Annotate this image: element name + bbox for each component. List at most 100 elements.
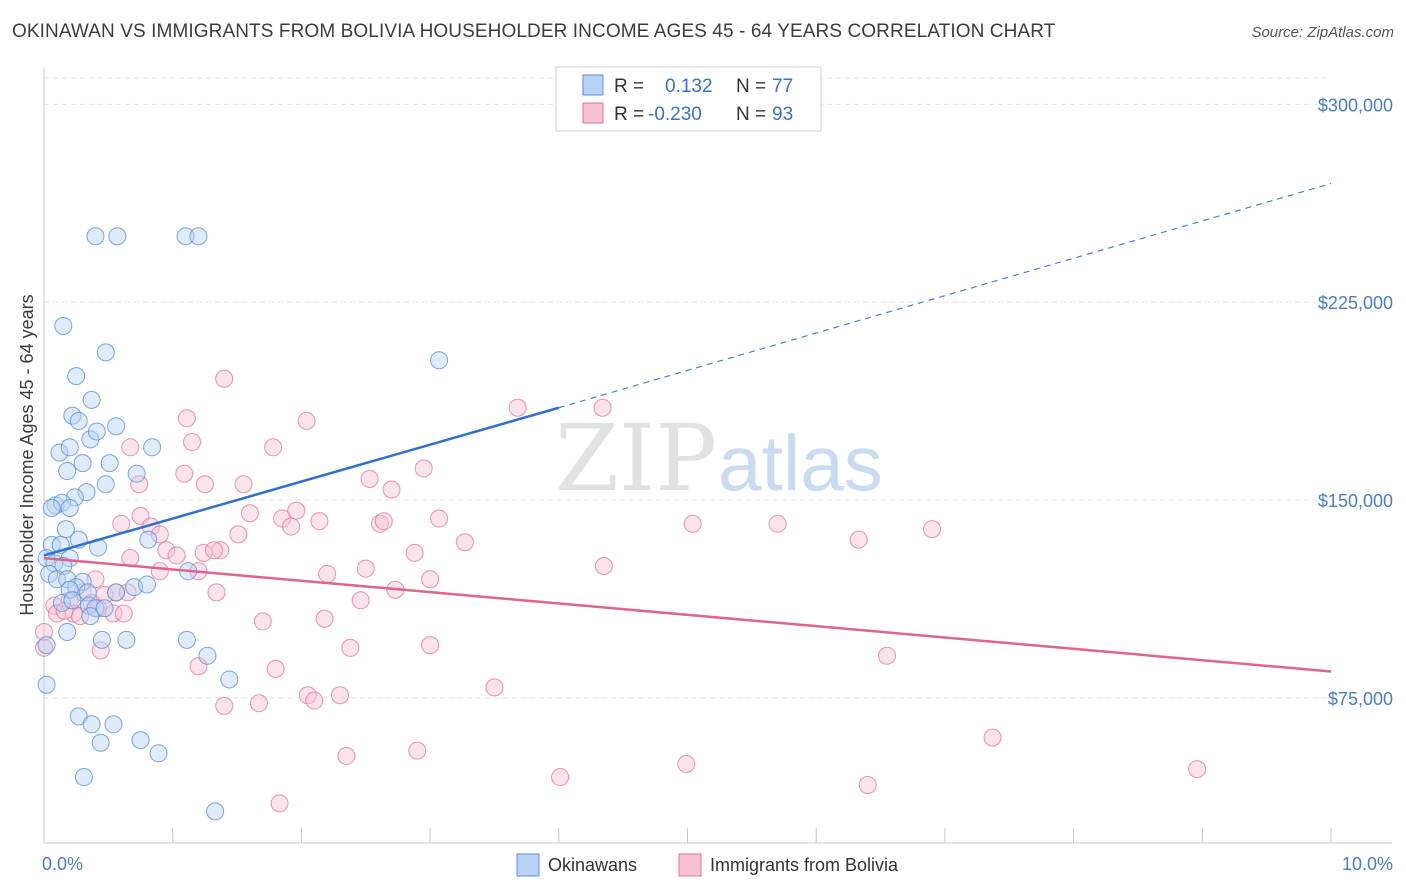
bottom-swatch-okinawans bbox=[516, 853, 540, 877]
y-axis-label: Householder Income Ages 45 - 64 years bbox=[17, 294, 37, 615]
legend-n-value-1: 77 bbox=[772, 76, 793, 97]
okinawan-point bbox=[86, 227, 105, 246]
bolivia-point bbox=[215, 696, 234, 715]
bolivia-point bbox=[351, 591, 370, 610]
okinawan-point bbox=[176, 227, 195, 246]
x-tick-label: 0.0% bbox=[42, 854, 83, 874]
bolivia-point bbox=[130, 475, 149, 494]
bolivia-point bbox=[253, 612, 272, 631]
okinawan-points bbox=[37, 227, 449, 821]
okinawan-point bbox=[96, 343, 115, 362]
bolivia-point bbox=[273, 509, 292, 528]
okinawan-trend-line bbox=[43, 406, 560, 557]
bolivia-point bbox=[923, 520, 942, 539]
bolivia-point bbox=[485, 678, 504, 697]
bolivia-point bbox=[382, 480, 401, 499]
bolivia-point bbox=[175, 464, 194, 483]
okinawan-point bbox=[58, 462, 77, 481]
legend-r-label-2: R = bbox=[614, 104, 644, 125]
okinawan-point bbox=[78, 583, 97, 602]
bolivia-point bbox=[264, 438, 283, 457]
okinawan-point bbox=[96, 475, 115, 494]
series-legend: Okinawans Immigrants from Bolivia bbox=[516, 853, 899, 877]
okinawan-point bbox=[77, 483, 96, 502]
okinawan-point bbox=[198, 646, 217, 665]
y-tick-labels: $75,000 $150,000 $225,000 $300,000 bbox=[1318, 95, 1393, 709]
okinawan-point bbox=[117, 630, 136, 649]
okinawan-point bbox=[63, 591, 82, 610]
bolivia-point bbox=[677, 754, 696, 773]
y-tick-label: $225,000 bbox=[1318, 293, 1393, 313]
okinawan-point bbox=[92, 630, 111, 649]
okinawan-point bbox=[73, 454, 92, 473]
okinawan-point bbox=[100, 454, 119, 473]
okinawan-point bbox=[87, 422, 106, 441]
bolivia-point bbox=[215, 369, 234, 388]
bolivia-point bbox=[270, 794, 289, 813]
legend-r-value-1: 0.132 bbox=[665, 76, 713, 97]
okinawan-point bbox=[67, 367, 86, 386]
okinawan-trend-extension bbox=[558, 182, 1332, 409]
bottom-label-okinawans: Okinawans bbox=[548, 855, 637, 875]
legend-n-label-1: N = bbox=[736, 76, 766, 97]
bolivia-point bbox=[683, 514, 702, 533]
legend-n-value-2: 93 bbox=[772, 104, 793, 125]
axes bbox=[43, 68, 1392, 844]
okinawan-point bbox=[127, 464, 146, 483]
x-tick-labels: 0.0% 10.0% bbox=[42, 854, 1393, 874]
okinawan-point bbox=[60, 580, 79, 599]
okinawan-point bbox=[104, 715, 123, 734]
watermark-zip: ZIP bbox=[555, 405, 717, 512]
okinawan-point bbox=[206, 802, 225, 821]
correlation-legend: R = 0.132 N = 77 R = -0.230 N = 93 bbox=[555, 66, 822, 132]
okinawan-point bbox=[81, 607, 100, 626]
okinawan-point bbox=[60, 498, 79, 517]
okinawan-point bbox=[42, 498, 61, 517]
okinawan-point bbox=[177, 630, 196, 649]
y-tick-label: $75,000 bbox=[1328, 689, 1393, 709]
bolivia-point bbox=[593, 398, 612, 417]
bolivia-point bbox=[121, 438, 140, 457]
okinawan-point bbox=[107, 417, 126, 436]
bolivia-point bbox=[305, 691, 324, 710]
bolivia-point bbox=[421, 570, 440, 589]
bolivia-point bbox=[1188, 760, 1207, 779]
okinawan-point bbox=[74, 768, 93, 787]
bolivia-point bbox=[551, 768, 570, 787]
okinawan-point bbox=[189, 227, 208, 246]
legend-r-label-1: R = bbox=[614, 76, 644, 97]
okinawan-point bbox=[37, 675, 56, 694]
bolivia-point bbox=[405, 543, 424, 562]
bolivia-point bbox=[331, 686, 350, 705]
bolivia-point bbox=[249, 694, 268, 713]
legend-r-value-2: -0.230 bbox=[648, 104, 702, 125]
source-credit: Source: ZipAtlas.com bbox=[1251, 24, 1394, 41]
chart-title: OKINAWAN VS IMMIGRANTS FROM BOLIVIA HOUS… bbox=[12, 21, 1056, 42]
bolivia-point bbox=[183, 433, 202, 452]
okinawan-point bbox=[430, 351, 449, 370]
bolivia-point bbox=[318, 564, 337, 583]
bolivia-point bbox=[337, 746, 356, 765]
okinawan-point bbox=[50, 443, 69, 462]
legend-swatch-okinawans bbox=[582, 74, 604, 96]
okinawan-point bbox=[143, 438, 162, 457]
bolivia-trend-line bbox=[43, 556, 1332, 673]
bottom-swatch-bolivia bbox=[678, 853, 702, 877]
okinawan-point bbox=[95, 599, 114, 618]
bolivia-point bbox=[229, 525, 248, 544]
y-tick-label: $300,000 bbox=[1318, 95, 1393, 115]
bolivia-point bbox=[356, 559, 375, 578]
bolivia-point bbox=[983, 728, 1002, 747]
bolivia-point bbox=[157, 541, 176, 560]
okinawan-point bbox=[54, 316, 73, 335]
bolivia-point bbox=[282, 517, 301, 536]
bolivia-point bbox=[414, 459, 433, 478]
okinawan-point bbox=[69, 707, 88, 726]
bolivia-point bbox=[150, 525, 169, 544]
x-tick-label: 10.0% bbox=[1342, 854, 1393, 874]
okinawan-point bbox=[58, 622, 77, 641]
bolivia-point bbox=[508, 398, 527, 417]
bolivia-point bbox=[194, 543, 213, 562]
bolivia-point bbox=[408, 741, 427, 760]
